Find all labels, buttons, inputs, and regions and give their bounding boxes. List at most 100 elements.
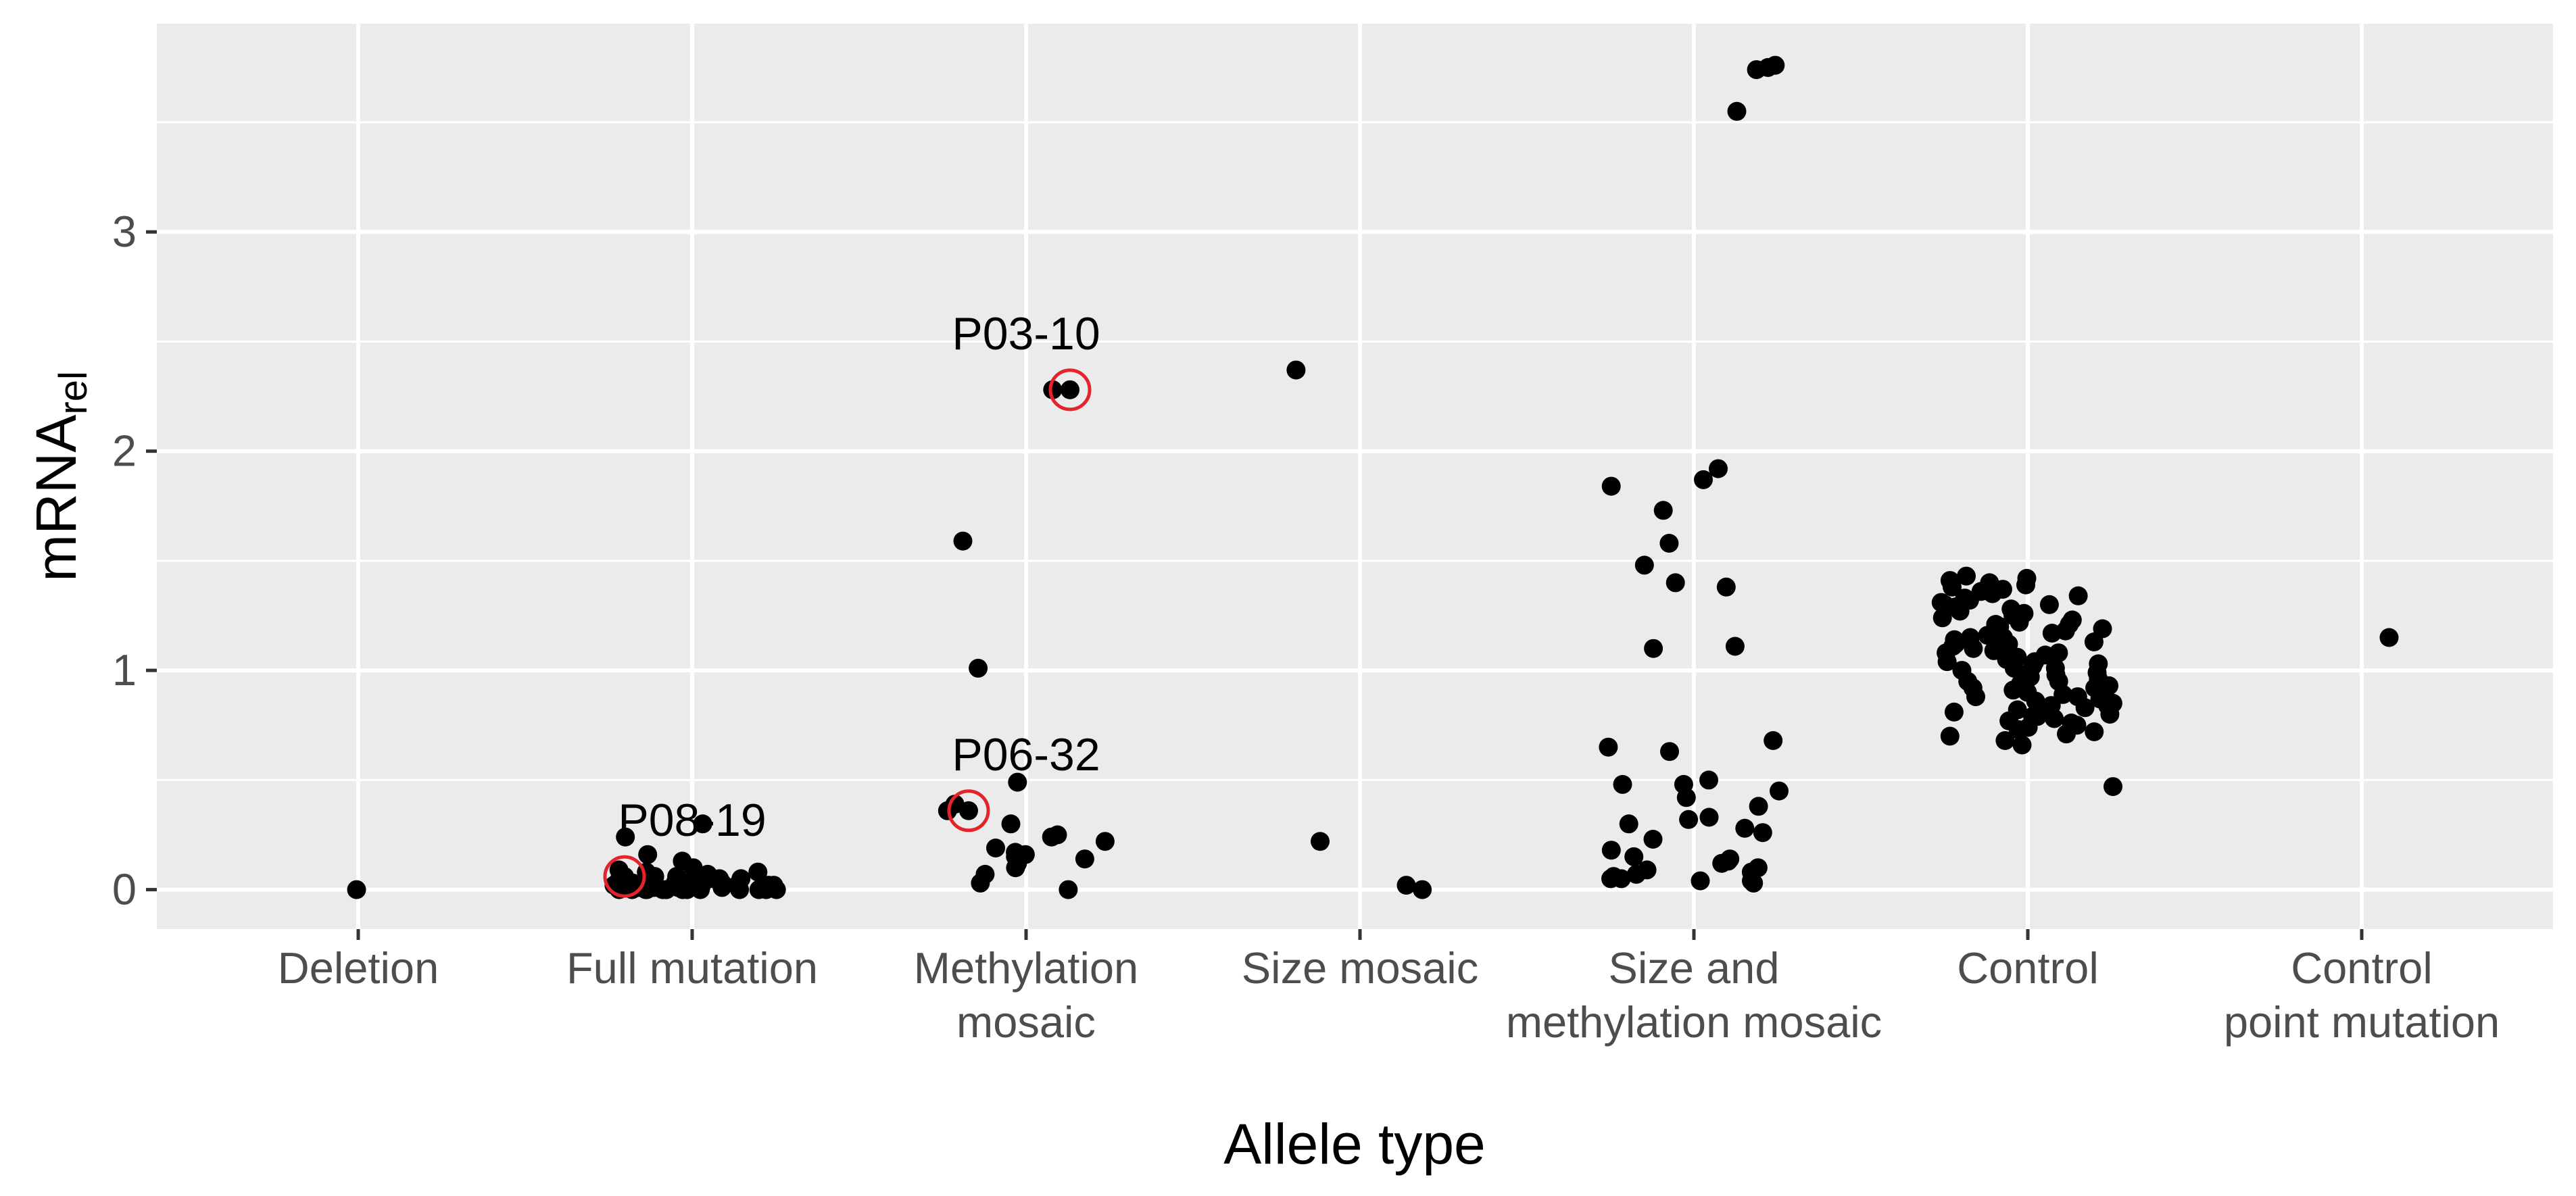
data-point — [749, 880, 769, 899]
y-axis: 0 1 2 3 — [112, 207, 157, 914]
y-axis-title: mRNArel — [24, 371, 95, 582]
data-point — [2016, 575, 2035, 595]
y-axis-title-main: mRNA — [24, 415, 88, 582]
data-point — [2099, 676, 2118, 695]
data-point — [2045, 658, 2065, 678]
data-point — [1599, 737, 1618, 757]
sample-label: P08-19 — [618, 795, 766, 846]
data-point — [1937, 652, 1957, 672]
data-point — [1653, 501, 1673, 520]
data-point — [1735, 818, 1755, 838]
x-tick-label-line: Size mosaic — [1242, 943, 1478, 993]
data-point — [1725, 637, 1745, 656]
x-tick-label-line: Deletion — [278, 943, 439, 993]
highlight-ring — [947, 789, 990, 832]
data-point — [1940, 726, 1960, 746]
x-tick-label: Control — [1957, 943, 2099, 993]
data-point — [2379, 628, 2399, 647]
x-tick-label: Deletion — [278, 943, 439, 993]
data-point — [748, 862, 768, 882]
data-point — [1749, 797, 1768, 816]
data-point — [1727, 101, 1747, 121]
data-point — [1059, 880, 1078, 899]
data-point — [1963, 678, 1983, 698]
data-point — [1624, 847, 1644, 866]
data-point — [1747, 60, 1766, 80]
data-point — [1712, 853, 1732, 873]
data-point — [1286, 360, 1306, 380]
data-point — [1960, 628, 1980, 647]
data-point — [2039, 595, 2059, 614]
data-point — [2012, 735, 2032, 755]
data-point — [616, 827, 635, 847]
data-point — [2085, 722, 2104, 741]
data-point — [969, 658, 988, 678]
data-point — [1691, 871, 1710, 891]
y-tick-label: 1 — [112, 645, 137, 695]
data-point — [1006, 858, 1025, 878]
data-point — [1935, 595, 1955, 614]
highlighted-samples: P08-19 P03-10 P06-32 — [603, 308, 1100, 898]
data-point — [1626, 864, 1646, 884]
highlight-ring — [603, 855, 646, 898]
data-point — [1944, 702, 1964, 722]
data-point — [1043, 380, 1063, 399]
data-point — [1075, 849, 1094, 869]
data-point — [1716, 577, 1736, 597]
data-point — [2045, 709, 2064, 728]
x-tick-label: Size mosaic — [1242, 943, 1478, 993]
data-point — [2104, 777, 2122, 797]
data-point — [1764, 731, 1783, 750]
data-point — [986, 839, 1005, 857]
x-tick-label-line: Full mutation — [566, 943, 818, 993]
data-point — [971, 873, 990, 893]
data-point — [2057, 724, 2076, 744]
data-point — [1986, 615, 2006, 634]
y-tick-label: 0 — [112, 865, 137, 914]
data-point — [1699, 807, 1719, 827]
x-tick-label-line: point mutation — [2224, 997, 2500, 1047]
data-point — [2010, 612, 2029, 632]
data-point — [1770, 781, 1789, 801]
highlighted-point — [959, 801, 978, 820]
plot-panel — [157, 24, 2553, 929]
x-tick-label: Control point mutation — [2224, 943, 2500, 1047]
data-point — [1601, 476, 1621, 496]
minor-gridlines — [157, 121, 2553, 781]
x-tick-label-line: mosaic — [956, 997, 1096, 1047]
data-point — [1753, 823, 1772, 843]
data-point — [1660, 742, 1679, 762]
data-point — [1666, 573, 1685, 593]
x-tick-label-line: Size and — [1609, 943, 1780, 993]
data-point — [2075, 698, 2095, 718]
sample-label: P03-10 — [952, 308, 1100, 359]
data-point — [727, 876, 747, 895]
x-tick-label: Methylation mosaic — [914, 943, 1138, 1047]
data-point — [1699, 770, 1718, 790]
x-axis: Deletion Full mutation Methylation mosaic Si… — [278, 929, 2500, 1047]
data-point — [1008, 772, 1027, 792]
data-point — [1311, 832, 1330, 851]
y-axis-title-subscript: rel — [51, 371, 95, 414]
data-point — [1999, 634, 2018, 654]
data-point — [1709, 459, 1728, 478]
data-point — [1644, 639, 1663, 658]
data-point — [2068, 586, 2088, 605]
data-point — [2004, 658, 2024, 678]
data-point — [1659, 534, 1679, 553]
data-point — [2042, 624, 2062, 643]
highlight-ring — [1048, 368, 1092, 412]
data-point — [1950, 601, 1970, 621]
data-point — [2026, 691, 2045, 711]
data-point — [1001, 814, 1021, 834]
data-point — [1694, 470, 1713, 489]
data-point — [1396, 876, 1416, 895]
x-tick-label: Full mutation — [566, 943, 818, 993]
data-point — [693, 814, 712, 834]
major-gridlines — [157, 24, 2553, 929]
sample-label: P06-32 — [952, 729, 1100, 780]
highlighted-point — [1061, 380, 1079, 399]
data-point — [1643, 830, 1663, 849]
data-point — [2020, 667, 2040, 687]
